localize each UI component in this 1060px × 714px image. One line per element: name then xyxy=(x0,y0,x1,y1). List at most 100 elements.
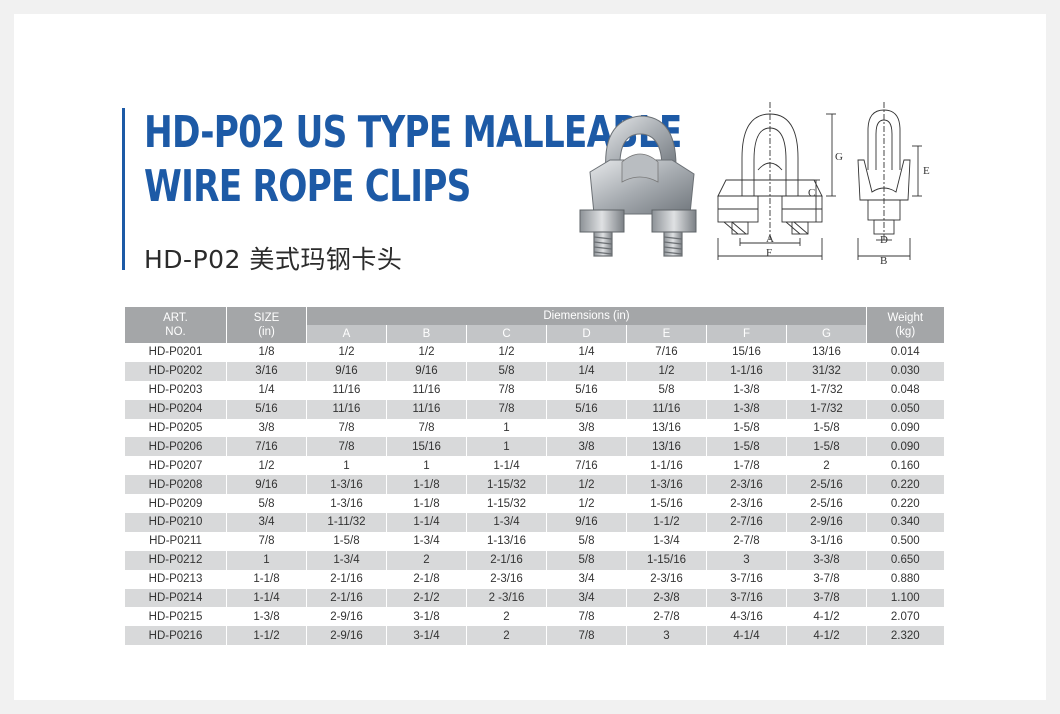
table-cell: 9/16 xyxy=(386,361,467,381)
table-cell: 7/16 xyxy=(226,437,307,457)
table-cell: 1-1/16 xyxy=(706,361,787,381)
table-row: HD-P0202 3/16 9/16 9/16 5/8 1/4 1/2 1-1/16 31/32… xyxy=(124,361,944,381)
table-cell: 4-1/4 xyxy=(706,626,787,646)
table-cell: 5/8 xyxy=(626,380,707,400)
table-cell: 1/4 xyxy=(226,380,307,400)
table-cell: 0.880 xyxy=(866,569,944,589)
table-cell: 1-5/8 xyxy=(706,418,787,438)
table-cell: 1-1/8 xyxy=(386,494,467,514)
table-cell: 7/16 xyxy=(546,456,627,476)
table-cell: 5/8 xyxy=(466,361,547,381)
table-cell: 2 xyxy=(386,550,467,570)
table-cell: 11/16 xyxy=(306,380,387,400)
table-cell: 7/8 xyxy=(466,380,547,400)
col-d: D xyxy=(546,325,627,343)
table-cell: HD-P0209 xyxy=(124,494,227,514)
table-cell: HD-P0211 xyxy=(124,531,227,551)
product-subtitle: HD-P02 美式玛钢卡头 xyxy=(144,245,403,274)
table-cell: 7/8 xyxy=(226,531,307,551)
table-cell: 2-1/16 xyxy=(306,588,387,608)
table-row: HD-P0216 1-1/2 2-9/16 3-1/4 2 7/8 3 4-1/4 4-1/2 2… xyxy=(124,626,944,646)
table-cell: 15/16 xyxy=(706,343,787,362)
table-cell: 1-5/8 xyxy=(786,418,867,438)
table-cell: 1 xyxy=(466,437,547,457)
table-cell: 2 xyxy=(466,626,547,646)
table-cell: HD-P0204 xyxy=(124,399,227,419)
table-cell: 1-1/2 xyxy=(626,513,707,532)
label-f: F xyxy=(766,247,772,259)
table-cell: 3/4 xyxy=(546,569,627,589)
table-row: HD-P0208 9/16 1-3/16 1-1/8 1-15/32 1/2 1-3/16 2… xyxy=(124,475,944,495)
table-cell: 1-3/8 xyxy=(706,399,787,419)
table-cell: 3/8 xyxy=(226,418,307,438)
table-cell: 3 xyxy=(706,550,787,570)
table-row: HD-P0207 1/2 1 1 1-1/4 7/16 1-1/16 1-7/8 2 0.160 xyxy=(124,456,944,476)
table-cell: 5/16 xyxy=(546,380,627,400)
table-cell: 0.048 xyxy=(866,380,944,400)
table-cell: 1/2 xyxy=(626,361,707,381)
table-cell: 2-3/8 xyxy=(626,588,707,608)
product-title-line-2: WIRE ROPE CLIPS xyxy=(144,161,471,212)
table-cell: 0.650 xyxy=(866,550,944,570)
col-f: F xyxy=(706,325,787,343)
table-cell: 2 xyxy=(466,607,547,627)
table-row: HD-P0204 5/16 11/16 11/16 7/8 5/16 11/16 1-3/8 1… xyxy=(124,399,944,419)
label-d: D xyxy=(880,234,888,246)
table-cell: 1-15/32 xyxy=(466,494,547,514)
table-cell: 31/32 xyxy=(786,361,867,381)
col-art-no: ART. NO. xyxy=(124,307,227,343)
table-cell: 13/16 xyxy=(626,418,707,438)
col-g: G xyxy=(786,325,867,343)
table-cell: 9/16 xyxy=(546,513,627,532)
table-cell: 5/16 xyxy=(546,399,627,419)
table-cell: HD-P0212 xyxy=(124,550,227,570)
table-cell: 1/8 xyxy=(226,343,307,362)
table-cell: HD-P0206 xyxy=(124,437,227,457)
table-cell: HD-P0210 xyxy=(124,513,227,532)
col-weight: Weight (kg) xyxy=(866,307,944,343)
table-cell: 1/2 xyxy=(546,475,627,495)
table-cell: 1/2 xyxy=(386,343,467,362)
table-cell: 2-9/16 xyxy=(786,513,867,532)
table-cell: 0.220 xyxy=(866,475,944,495)
spec-table: ART. NO. SIZE (in) Diemensions (in) Weight… xyxy=(124,307,944,646)
table-cell: 5/16 xyxy=(226,399,307,419)
label-g: G xyxy=(835,151,843,163)
table-cell: 1-1/4 xyxy=(386,513,467,532)
table-cell: 2-1/2 xyxy=(386,588,467,608)
table-row: HD-P0214 1-1/4 2-1/16 2-1/2 2 -3/16 3/4 2-3/8 3… xyxy=(124,588,944,608)
table-cell: 1/2 xyxy=(466,343,547,362)
table-cell: 3 xyxy=(626,626,707,646)
table-cell: 7/8 xyxy=(386,418,467,438)
table-cell: 2-1/16 xyxy=(466,550,547,570)
table-cell: 13/16 xyxy=(626,437,707,457)
table-row: HD-P0213 1-1/8 2-1/16 2-1/8 2-3/16 3/4 2-3/16 3… xyxy=(124,569,944,589)
table-cell: 2 xyxy=(786,456,867,476)
table-cell: 1-3/4 xyxy=(386,531,467,551)
table-cell: 1-3/16 xyxy=(306,475,387,495)
table-cell: 3-7/8 xyxy=(786,588,867,608)
table-cell: 1-11/32 xyxy=(306,513,387,532)
table-cell: 7/8 xyxy=(306,437,387,457)
table-cell: 3-3/8 xyxy=(786,550,867,570)
table-cell: HD-P0213 xyxy=(124,569,227,589)
table-cell: 3/16 xyxy=(226,361,307,381)
table-cell: 11/16 xyxy=(386,380,467,400)
table-row: HD-P0210 3/4 1-11/32 1-1/4 1-3/4 9/16 1-1/2 2-7… xyxy=(124,513,944,532)
table-cell: 11/16 xyxy=(306,399,387,419)
table-cell: 2-3/16 xyxy=(706,494,787,514)
table-cell: 15/16 xyxy=(386,437,467,457)
table-cell: 2 -3/16 xyxy=(466,588,547,608)
table-cell: 1-5/16 xyxy=(626,494,707,514)
dimension-drawing: G C A F E D B xyxy=(717,102,930,267)
table-cell: HD-P0205 xyxy=(124,418,227,438)
table-row: HD-P0201 1/8 1/2 1/2 1/2 1/4 7/16 15/16 13/16 0.0… xyxy=(124,343,944,362)
table-cell: 5/8 xyxy=(226,494,307,514)
table-cell: 1-5/8 xyxy=(306,531,387,551)
table-cell: 1-3/16 xyxy=(626,475,707,495)
table-cell: 1-7/8 xyxy=(706,456,787,476)
spec-table-body: HD-P0201 1/8 1/2 1/2 1/2 1/4 7/16 15/16 13/16 0.0… xyxy=(124,343,944,646)
table-cell: 2-3/16 xyxy=(466,569,547,589)
table-cell: 2-1/8 xyxy=(386,569,467,589)
table-cell: 1 xyxy=(306,456,387,476)
